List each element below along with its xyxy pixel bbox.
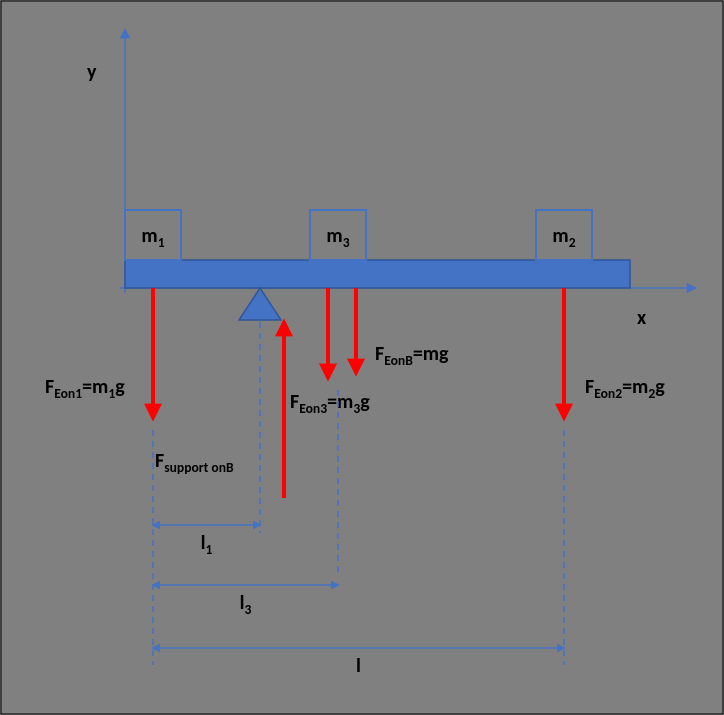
force-label-FB: FEonB=mg [375,342,449,369]
x-axis-label: x [637,306,647,330]
dim-l3-label: l3 [240,591,252,618]
force-label-F1: FEon1=m1g [45,375,125,402]
force-label-Fsup: Fsupport onB [155,449,234,476]
y-axis-label: y [87,60,97,84]
mass-label-m2: m2 [552,224,575,251]
pivot [239,288,281,320]
mass-label-m1: m1 [141,224,164,251]
force-label-F2: FEon2=m2g [585,375,665,402]
dim-l1-label: l1 [201,531,213,558]
beam [125,260,630,288]
image-border [1,1,723,714]
dim-l-label: l [356,654,361,678]
mass-label-m3: m3 [326,224,349,251]
force-label-F3: FEon3=m3g [290,390,370,417]
